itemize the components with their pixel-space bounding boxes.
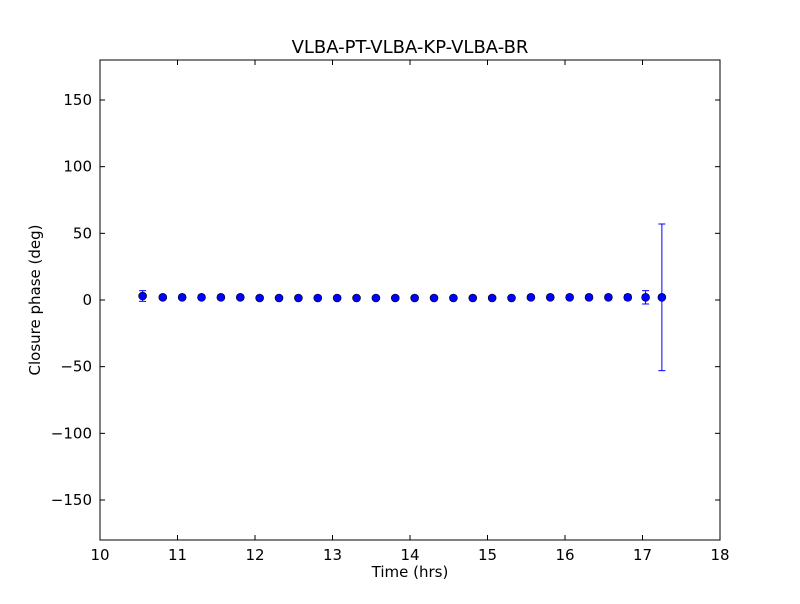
x-axis-ticks: 10 11 12 13 14 15 16 17 18 — [90, 60, 730, 564]
y-tick-label: 100 — [63, 158, 92, 176]
data-point — [410, 293, 419, 303]
data-point — [449, 293, 458, 303]
data-point — [177, 293, 187, 302]
x-tick-label: 15 — [478, 546, 497, 564]
data-point — [371, 293, 381, 303]
data-point — [235, 293, 245, 302]
y-tick-label: −100 — [51, 424, 92, 442]
data-point — [390, 293, 400, 303]
x-tick-label: 10 — [90, 546, 109, 564]
y-axis-label: Closure phase (deg) — [26, 225, 44, 376]
data-point — [487, 293, 497, 303]
y-tick-label: −150 — [51, 491, 92, 509]
data-point — [545, 293, 555, 302]
data-point — [255, 293, 264, 303]
x-tick-label: 12 — [245, 546, 264, 564]
data-point — [352, 293, 361, 303]
y-tick-label: −50 — [60, 358, 92, 376]
data-point — [584, 293, 594, 302]
x-tick-label: 13 — [323, 546, 342, 564]
data-points — [138, 291, 667, 303]
data-point — [429, 293, 439, 303]
data-point — [507, 293, 516, 303]
data-point — [565, 293, 574, 302]
data-point — [468, 293, 478, 303]
x-axis-label: Time (hrs) — [371, 563, 449, 581]
data-point — [604, 293, 613, 302]
data-point — [526, 293, 536, 302]
chart-title: VLBA-PT-VLBA-KP-VLBA-BR — [292, 37, 529, 58]
y-tick-label: 150 — [63, 91, 92, 109]
x-tick-label: 16 — [555, 546, 574, 564]
data-point — [138, 291, 147, 301]
data-point — [313, 293, 323, 303]
x-tick-label: 18 — [710, 546, 729, 564]
data-point — [623, 293, 633, 302]
x-tick-label: 14 — [400, 546, 419, 564]
y-tick-label: 0 — [82, 291, 92, 309]
data-point — [197, 293, 206, 302]
x-tick-label: 17 — [633, 546, 652, 564]
data-point — [657, 293, 667, 302]
data-point — [332, 293, 342, 303]
data-point — [294, 293, 303, 303]
y-axis-ticks: −150 −100 −50 0 50 100 150 — [51, 91, 720, 509]
data-point — [158, 293, 168, 302]
data-point — [274, 293, 284, 303]
x-tick-label: 11 — [168, 546, 187, 564]
y-tick-label: 50 — [73, 224, 92, 242]
data-point — [641, 293, 650, 302]
data-point — [216, 293, 226, 302]
